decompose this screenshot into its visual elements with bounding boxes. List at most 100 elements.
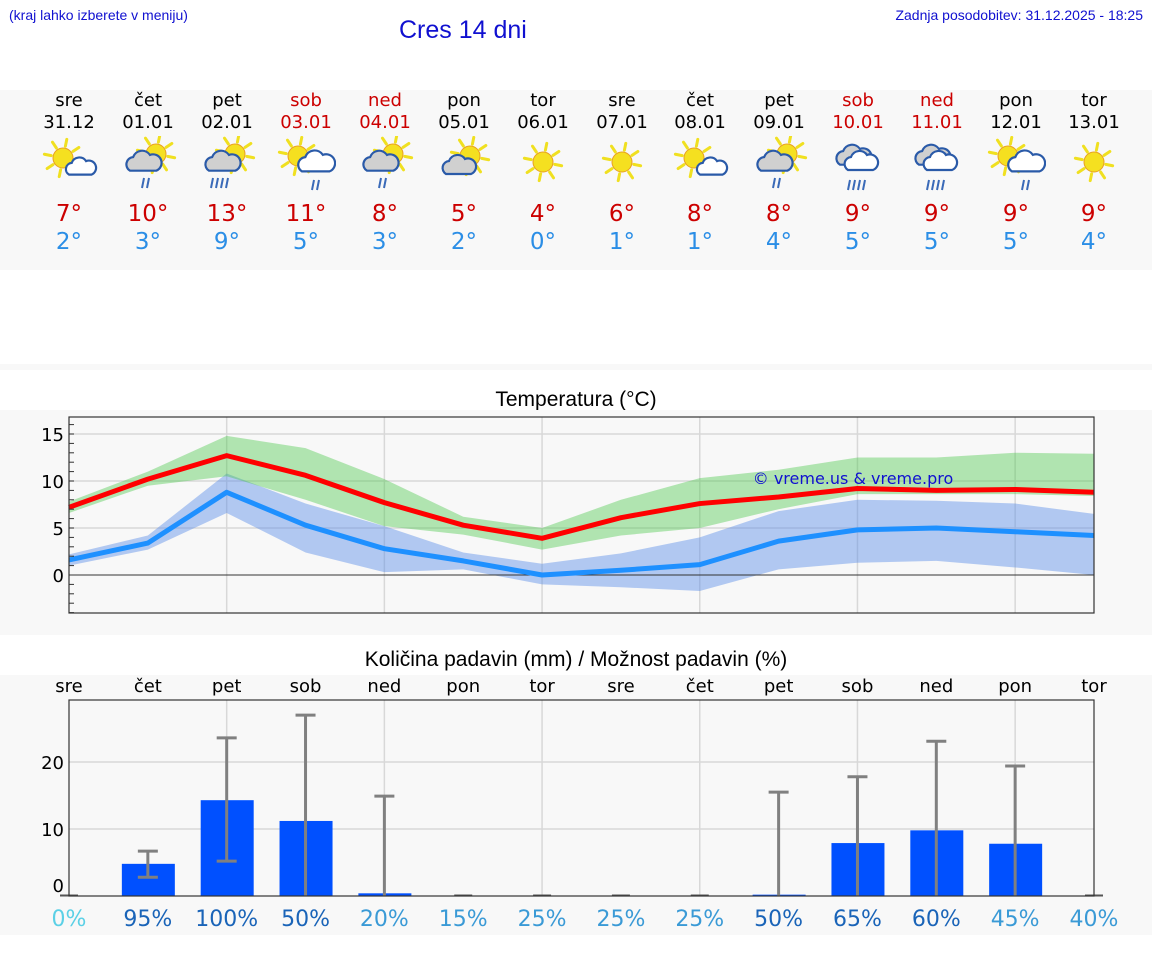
- day-label: pet: [764, 676, 794, 697]
- day-column: sre 31.12 7° 2°: [29, 90, 109, 256]
- day-name: tor: [530, 90, 556, 111]
- day-name: pet: [212, 90, 242, 111]
- day-date: 04.01: [359, 112, 411, 133]
- day-date: 05.01: [438, 112, 490, 133]
- day-column: čet 01.01 10° 3°: [108, 90, 188, 256]
- min-temp: 3°: [371, 229, 399, 255]
- min-temp: 2°: [55, 229, 83, 255]
- max-temp: 8°: [371, 201, 399, 227]
- location-menu-hint: (kraj lahko izberete v meniju): [9, 7, 188, 23]
- max-temp: 4°: [529, 201, 557, 227]
- precip-probability: 50%: [754, 907, 803, 932]
- day-label: ned: [367, 676, 401, 697]
- precip-probability: 45%: [991, 907, 1040, 932]
- day-name: ned: [920, 90, 954, 111]
- day-label: pet: [212, 676, 242, 697]
- day-label: tor: [529, 676, 555, 697]
- temperature-chart-title: Temperatura (°C): [495, 388, 657, 411]
- max-temp: 5°: [450, 201, 478, 227]
- max-temp: 9°: [1002, 201, 1030, 227]
- min-temp: 5°: [844, 229, 872, 255]
- max-temp: 10°: [127, 201, 169, 227]
- day-name: sre: [55, 90, 83, 111]
- day-column: čet 08.01 8° 1°: [660, 90, 740, 256]
- max-temp: 13°: [206, 201, 248, 227]
- day-name: pet: [764, 90, 794, 111]
- precip-probability: 25%: [675, 907, 724, 932]
- max-temp: 6°: [608, 201, 636, 227]
- day-name: ned: [368, 90, 402, 111]
- min-temp: 4°: [765, 229, 793, 255]
- day-column: sob 03.01 11° 5°: [266, 90, 346, 256]
- day-column: sre 07.01 6° 1°: [582, 90, 662, 256]
- precipitation-chart: sre čet pet sob ned pon tor sre čet pet sob ned pon t…: [0, 675, 1152, 935]
- max-temp: 8°: [686, 201, 714, 227]
- sun-icon: [1073, 141, 1115, 183]
- precip-probability: 0%: [52, 907, 87, 932]
- day-date: 09.01: [753, 112, 805, 133]
- day-date: 11.01: [911, 112, 963, 133]
- min-temp: 5°: [923, 229, 951, 255]
- day-column: tor 06.01 4° 0°: [503, 90, 583, 256]
- day-column: pon 05.01 5° 2°: [424, 90, 504, 256]
- day-date: 08.01: [674, 112, 726, 133]
- sun-white-cloud-light-rain-icon: [277, 135, 337, 191]
- day-date: 31.12: [43, 112, 95, 133]
- min-temp: 5°: [292, 229, 320, 255]
- svg-text:5: 5: [53, 519, 64, 540]
- svg-text:10: 10: [41, 820, 64, 841]
- precip-probability: 95%: [123, 907, 172, 932]
- last-update: Zadnja posodobitev: 31.12.2025 - 18:25: [895, 7, 1143, 23]
- precip-probability: 25%: [596, 907, 645, 932]
- sun-white-cloud-light-rain-icon: [987, 135, 1047, 191]
- day-date: 10.01: [832, 112, 884, 133]
- day-name: pon: [999, 90, 1033, 111]
- max-temp: 7°: [55, 201, 83, 227]
- precip-probability: 50%: [281, 907, 330, 932]
- sun-cloud-light-rain-icon: [756, 133, 808, 189]
- max-temp: 11°: [285, 201, 327, 227]
- sun-cloud-icon: [673, 137, 729, 179]
- day-label: sre: [607, 676, 634, 697]
- daily-forecast-strip: sre 31.12 7° 2° čet 01.01 10° 3° pet 02.01…: [0, 90, 1152, 270]
- precip-probability: 25%: [518, 907, 567, 932]
- day-column: ned 04.01 8° 3°: [345, 90, 425, 256]
- temperature-chart: 0 5 10 15 © vreme.us & vreme.pro: [0, 410, 1152, 635]
- sun-icon: [601, 141, 643, 183]
- min-temp: 9°: [213, 229, 241, 255]
- day-date: 07.01: [596, 112, 648, 133]
- day-label: čet: [686, 676, 714, 697]
- day-name: sob: [842, 90, 874, 111]
- section-divider: [0, 364, 1152, 370]
- temperature-chart-svg: 0 5 10 15 © vreme.us & vreme.pro: [41, 416, 1095, 614]
- min-temp: 4°: [1080, 229, 1108, 255]
- day-date: 06.01: [517, 112, 569, 133]
- svg-text:15: 15: [41, 425, 64, 446]
- day-date: 13.01: [1068, 112, 1120, 133]
- precip-probability: 15%: [439, 907, 488, 932]
- day-date: 02.01: [201, 112, 253, 133]
- precip-probability: 65%: [833, 907, 882, 932]
- day-column: sob 10.01 9° 5°: [818, 90, 898, 256]
- min-temp: 5°: [1002, 229, 1030, 255]
- sun-grey-cloud-icon: [441, 135, 491, 177]
- svg-text:10: 10: [41, 472, 64, 493]
- sun-cloud-light-rain-icon: [362, 133, 414, 189]
- day-label: sob: [842, 676, 874, 697]
- day-name: čet: [685, 90, 715, 111]
- svg-text:20: 20: [41, 753, 64, 774]
- precipitation-chart-svg: sre čet pet sob ned pon tor sre čet pet sob ned pon t…: [41, 676, 1119, 932]
- day-label: čet: [134, 676, 162, 697]
- overcast-rain-icon: [914, 143, 959, 191]
- svg-text:0: 0: [53, 876, 64, 897]
- day-label: tor: [1081, 676, 1107, 697]
- sun-icon: [522, 141, 564, 183]
- day-label: pon: [998, 676, 1032, 697]
- max-temp: 8°: [765, 201, 793, 227]
- sun-cloud-light-rain-icon: [125, 133, 177, 189]
- day-label: pon: [446, 676, 480, 697]
- svg-text:0: 0: [53, 566, 64, 587]
- day-column: pet 02.01 13° 9°: [187, 90, 267, 256]
- watermark: © vreme.us & vreme.pro: [753, 469, 954, 488]
- precip-probability: 40%: [1070, 907, 1119, 932]
